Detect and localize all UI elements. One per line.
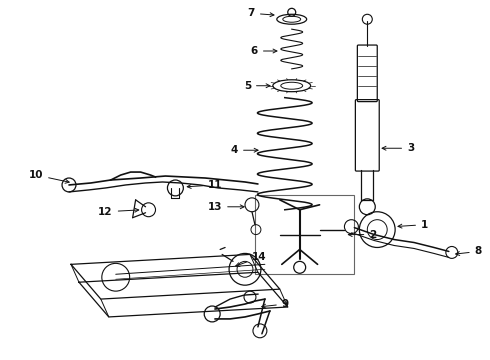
Text: 14: 14 [236,252,267,266]
Text: 11: 11 [187,180,223,190]
Text: 9: 9 [262,299,289,309]
Text: 6: 6 [251,46,277,56]
Text: 10: 10 [28,170,69,183]
Text: 2: 2 [348,230,376,239]
Text: 7: 7 [247,8,274,18]
Text: 13: 13 [208,202,244,212]
Bar [255,195,354,274]
Text: 3: 3 [382,143,415,153]
Text: 4: 4 [231,145,258,155]
Text: 5: 5 [244,81,270,91]
Text: 8: 8 [456,247,482,256]
Text: 12: 12 [98,207,139,217]
Text: 1: 1 [398,220,428,230]
